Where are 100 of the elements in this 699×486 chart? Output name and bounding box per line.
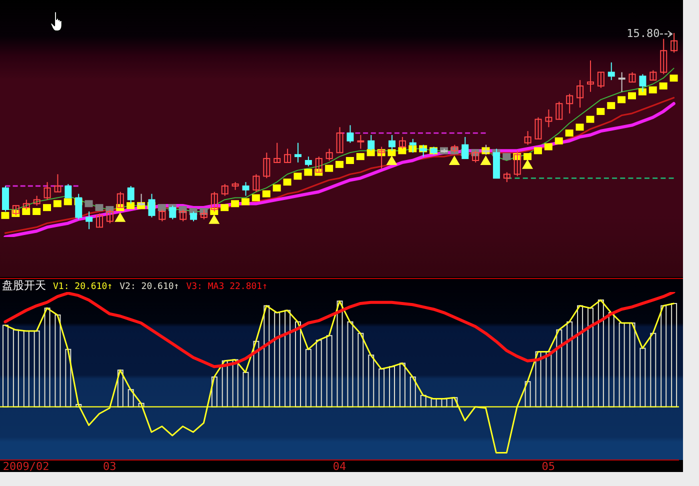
bar bbox=[430, 398, 437, 408]
bar bbox=[264, 305, 270, 408]
bar bbox=[535, 351, 542, 408]
candlestick bbox=[274, 142, 281, 163]
bar bbox=[420, 394, 426, 408]
bar bbox=[640, 348, 646, 408]
candlestick bbox=[482, 144, 490, 156]
point bbox=[114, 212, 126, 222]
candlestick bbox=[357, 134, 364, 150]
candlestick bbox=[252, 174, 260, 192]
bar bbox=[274, 312, 280, 408]
candlestick bbox=[242, 182, 250, 196]
point bbox=[448, 156, 460, 165]
bar bbox=[211, 376, 218, 408]
bar bbox=[138, 402, 144, 408]
annotation: 15.80 bbox=[626, 27, 660, 40]
candlestick bbox=[378, 146, 386, 169]
candlestick bbox=[54, 174, 62, 192]
candlestick bbox=[576, 80, 584, 108]
bar bbox=[65, 348, 72, 408]
candlestick bbox=[336, 126, 344, 154]
candlestick bbox=[597, 72, 604, 88]
bar bbox=[253, 340, 260, 408]
bar bbox=[399, 362, 406, 408]
candlestick bbox=[618, 72, 626, 92]
bar bbox=[577, 305, 584, 408]
bar bbox=[556, 329, 562, 408]
bar bbox=[452, 397, 458, 408]
bar bbox=[629, 322, 636, 408]
candlestick bbox=[33, 195, 40, 206]
candlestick bbox=[660, 38, 668, 75]
x-tick-label: 05 bbox=[542, 460, 556, 473]
bar bbox=[336, 300, 343, 408]
bar bbox=[76, 404, 82, 408]
bar bbox=[12, 329, 19, 408]
bar bbox=[347, 321, 354, 408]
series-label: V1: 20.610↑ bbox=[53, 281, 113, 294]
candlestick bbox=[545, 109, 552, 128]
bar bbox=[608, 312, 614, 408]
candlestick bbox=[2, 186, 9, 212]
candlestick bbox=[221, 184, 228, 196]
bar bbox=[660, 305, 667, 408]
bar bbox=[598, 300, 604, 408]
candlestick bbox=[670, 33, 678, 54]
candlestick bbox=[304, 156, 312, 167]
bar bbox=[587, 308, 594, 408]
candlestick bbox=[96, 212, 104, 228]
bar bbox=[650, 332, 656, 408]
candlestick bbox=[650, 70, 657, 81]
candlestick bbox=[608, 62, 615, 81]
bar bbox=[23, 330, 30, 408]
point bbox=[480, 156, 492, 165]
candlestick bbox=[534, 116, 542, 140]
bar bbox=[441, 398, 448, 408]
candlestick bbox=[263, 152, 270, 179]
bar bbox=[232, 359, 238, 408]
bar bbox=[44, 308, 50, 408]
candlestick bbox=[284, 148, 292, 163]
bar bbox=[294, 321, 301, 408]
bar bbox=[378, 368, 385, 408]
bar bbox=[117, 370, 124, 408]
bar bbox=[326, 335, 332, 408]
text: V3: MA3 22.801↑ bbox=[186, 281, 268, 294]
candlestick bbox=[628, 72, 636, 83]
x-tick-label: 2009/02 bbox=[2, 460, 50, 473]
candlestick bbox=[586, 60, 594, 92]
bar bbox=[410, 376, 416, 408]
text: V2: 20.610↑ bbox=[120, 281, 180, 294]
bar bbox=[2, 324, 8, 408]
bar bbox=[222, 360, 228, 408]
point bbox=[522, 159, 534, 169]
candlestick bbox=[524, 130, 532, 146]
bar bbox=[54, 314, 61, 408]
bar bbox=[284, 310, 291, 408]
bar bbox=[305, 348, 312, 408]
bar bbox=[546, 351, 552, 408]
bar bbox=[566, 321, 573, 408]
x-tick-label: 04 bbox=[332, 460, 346, 473]
chart-title: 盘股开天 bbox=[2, 279, 46, 292]
bar bbox=[358, 332, 364, 408]
bar bbox=[34, 330, 40, 408]
bar bbox=[524, 381, 531, 408]
candlestick bbox=[294, 142, 302, 163]
candlestick bbox=[326, 148, 333, 161]
candlestick bbox=[86, 211, 93, 230]
candlestick bbox=[566, 93, 574, 114]
bar bbox=[316, 340, 322, 408]
point bbox=[386, 156, 398, 165]
candlestick bbox=[420, 144, 427, 158]
bar bbox=[389, 366, 396, 408]
bar bbox=[368, 354, 374, 408]
bar bbox=[128, 389, 134, 408]
bar bbox=[242, 372, 249, 408]
bar bbox=[618, 322, 625, 408]
candlestick bbox=[346, 124, 354, 144]
candlestick bbox=[64, 184, 72, 198]
bar bbox=[671, 302, 678, 408]
x-tick-label: 03 bbox=[103, 460, 116, 473]
candlestick bbox=[44, 182, 51, 200]
candlestick bbox=[503, 172, 510, 183]
